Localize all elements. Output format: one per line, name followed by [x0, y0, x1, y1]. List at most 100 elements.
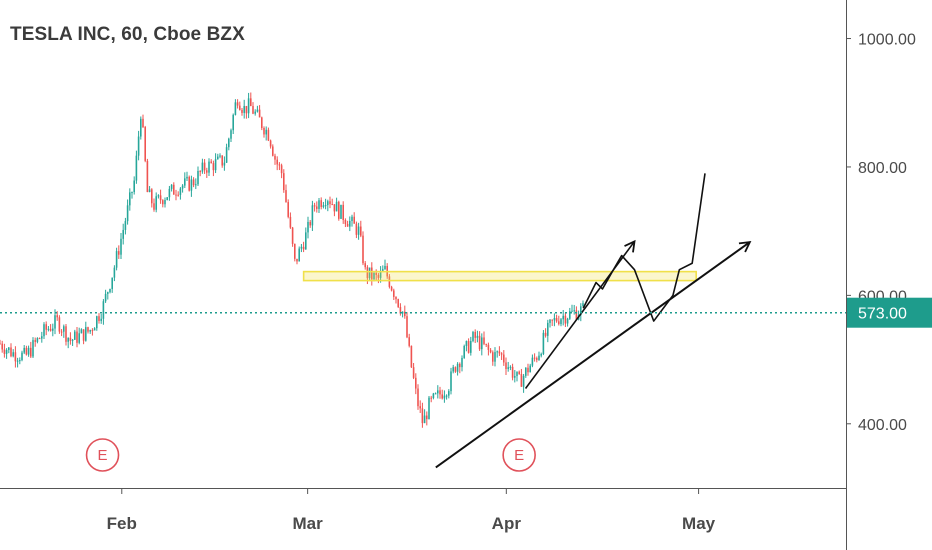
candle-body: [307, 221, 309, 233]
candle-body: [564, 315, 567, 324]
candle-body: [21, 352, 23, 361]
candle-body: [355, 223, 358, 235]
candle-body: [340, 204, 342, 219]
candle-body: [115, 251, 118, 268]
candle-body: [67, 337, 69, 342]
candle-body: [302, 246, 305, 250]
candle-body: [536, 358, 538, 360]
candle-body: [181, 185, 184, 189]
candle-body: [538, 355, 540, 360]
candle-body: [320, 200, 322, 207]
candle-body: [461, 357, 463, 368]
candle-body: [113, 267, 116, 278]
candle-body: [415, 377, 417, 389]
candle-body: [195, 184, 197, 186]
candle-body: [80, 329, 83, 334]
candle-body: [12, 352, 14, 357]
candle-body: [173, 184, 175, 195]
candle-body: [291, 227, 294, 244]
candle-body: [265, 129, 267, 135]
candle-body: [573, 310, 575, 312]
candle-body: [258, 109, 261, 118]
candle-body: [201, 162, 204, 172]
candle-body: [120, 238, 122, 255]
candle-body: [487, 344, 490, 350]
candle-body: [349, 220, 351, 227]
candle-body: [239, 105, 241, 110]
candle-body: [245, 105, 248, 114]
candle-body: [333, 204, 336, 212]
projection-arrow: [524, 240, 636, 389]
candle-body: [27, 347, 30, 355]
candle-body: [505, 362, 507, 370]
candle-body: [199, 170, 201, 172]
candle-body: [397, 299, 399, 307]
candle-body: [230, 130, 232, 139]
candle-body: [452, 367, 454, 372]
candle-body: [221, 155, 223, 166]
candle-body: [263, 128, 265, 135]
candle-body: [525, 367, 527, 376]
candle-body: [476, 335, 479, 338]
candle-body: [472, 331, 474, 342]
candle-body: [49, 328, 52, 331]
time-axis[interactable]: Feb Mar Apr May: [107, 488, 716, 533]
candle-body: [146, 160, 149, 193]
candle-body: [93, 328, 96, 331]
candle-body: [335, 201, 338, 212]
candle-body: [454, 367, 457, 372]
candle-body: [410, 345, 413, 368]
user-drawings[interactable]: [435, 173, 752, 469]
candle-body: [142, 118, 144, 128]
candle-body: [582, 303, 584, 307]
candle-body: [344, 219, 347, 224]
candle-body: [322, 205, 325, 207]
candle-body: [23, 347, 25, 353]
candle-body: [170, 184, 173, 189]
candle-body: [52, 328, 54, 331]
candle-body: [58, 317, 61, 332]
candle-body: [98, 316, 100, 321]
candle-body: [131, 192, 133, 194]
candle-body: [419, 406, 421, 409]
candle-body: [329, 201, 331, 205]
candle-body: [56, 315, 58, 318]
candle-body: [404, 311, 406, 317]
time-tick-label: Mar: [293, 514, 324, 533]
candle-body: [179, 188, 182, 195]
candle-body: [157, 195, 160, 197]
candle-body: [63, 326, 65, 332]
candle-body: [162, 200, 164, 205]
candle-body: [0, 343, 1, 345]
candlestick-series: [0, 92, 584, 428]
current-price-tag: 573.00: [847, 297, 932, 328]
candle-body: [41, 336, 43, 339]
candle-body: [5, 349, 8, 354]
candle-body: [540, 353, 542, 356]
candle-body: [492, 352, 494, 362]
highlight-zone[interactable]: [302, 270, 697, 282]
candle-body: [137, 136, 140, 156]
candle-body: [219, 155, 221, 157]
candle-body: [511, 366, 514, 378]
candle-body: [269, 140, 272, 147]
candle-body: [417, 388, 419, 407]
candle-body: [274, 155, 276, 160]
candle-body: [401, 311, 404, 314]
candle-body: [377, 274, 380, 278]
candle-body: [190, 179, 193, 191]
earnings-marker: [502, 438, 536, 472]
candle-body: [236, 102, 239, 106]
candle-body: [85, 327, 87, 341]
price-tick-label: 1000.00: [858, 32, 916, 49]
candle-body: [494, 352, 496, 362]
candle-body: [448, 391, 450, 396]
candle-body: [463, 345, 465, 358]
candle-body: [483, 337, 485, 344]
candle-body: [421, 408, 424, 424]
candle-body: [8, 347, 10, 350]
candle-body: [256, 109, 259, 112]
